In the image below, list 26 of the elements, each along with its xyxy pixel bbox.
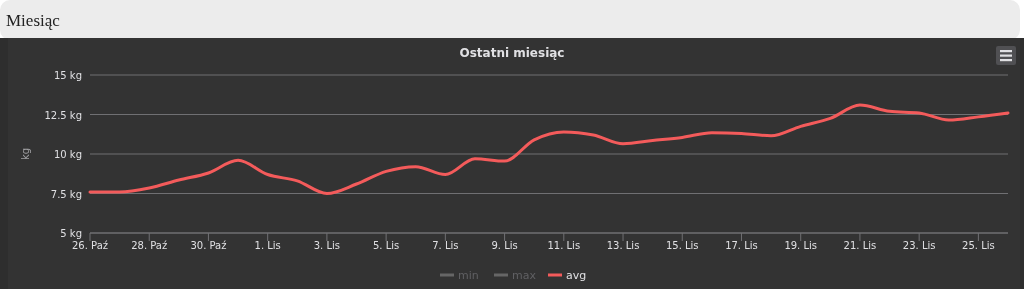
x-tick-label: 3. Lis: [313, 240, 341, 251]
x-tick-label: 23. Lis: [902, 240, 936, 251]
x-tick-label: 25. Lis: [962, 240, 995, 251]
x-tick-label: 30. Paź: [190, 240, 227, 251]
x-tick-label: 1. Lis: [254, 240, 281, 251]
y-tick-label: 7.5 kg: [50, 188, 82, 200]
x-tick-label: 7. Lis: [432, 240, 459, 251]
y-tick-label: 10 kg: [53, 149, 82, 160]
y-tick-label: 15 kg: [53, 70, 82, 81]
legend-label: avg: [566, 269, 587, 282]
x-tick-label: 15. Lis: [665, 240, 699, 251]
x-tick-label: 17. Lis: [725, 240, 758, 251]
x-tick-label: 28. Paź: [131, 240, 168, 251]
y-tick-label: 12.5 kg: [44, 109, 82, 121]
text: Miesiąc: [6, 11, 61, 30]
line-series: [88, 103, 1010, 195]
chart-title: Ostatni miesiąc: [459, 46, 565, 60]
x-tick-label: 9. Lis: [491, 240, 518, 251]
x-tick-label: 19. Lis: [784, 240, 818, 251]
y-tick-label: 5 kg: [60, 228, 82, 239]
y-axis-title: kg: [20, 147, 31, 161]
x-tick-label: 13. Lis: [606, 240, 640, 251]
x-tick-label: 21. Lis: [843, 240, 877, 251]
x-tick-label: 5. Lis: [372, 240, 400, 251]
x-tick-label: 11. Lis: [547, 240, 581, 251]
x-tick-label: 26. Paź: [71, 240, 109, 251]
